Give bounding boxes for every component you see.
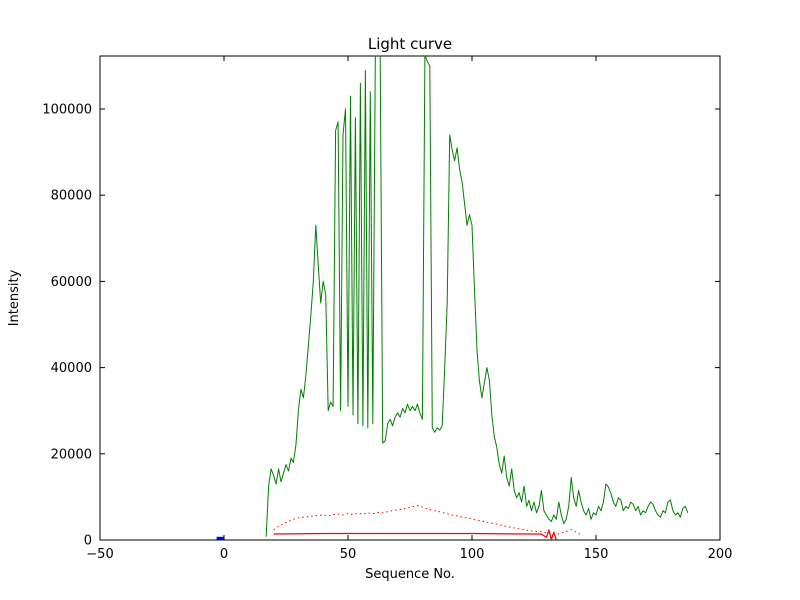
y-tick-label: 60000	[51, 275, 92, 290]
x-tick-label: 0	[220, 547, 228, 562]
series-line-main-intensity-green	[265, 56, 689, 537]
x-tick-label: 100	[460, 547, 485, 562]
x-tick-label: 200	[708, 547, 733, 562]
y-tick-label: 100000	[42, 103, 92, 118]
tick-labels: −50 0 50 100 150 2000200004000060000800001000…	[42, 103, 732, 562]
series-line-secondary-intensity-red-dotted	[273, 505, 582, 536]
x-axis-label: Sequence No.	[365, 567, 455, 582]
y-axis-label: Intensity	[7, 269, 22, 326]
y-tick-label: 40000	[51, 361, 92, 376]
chart-title: Light curve	[368, 35, 452, 53]
y-tick-label: 20000	[51, 447, 92, 462]
tick-marks	[99, 56, 721, 541]
y-tick-label: 0	[84, 534, 92, 549]
series-lines	[216, 56, 689, 540]
x-tick-label: 50	[340, 547, 357, 562]
series-line-baseline-red-solid	[273, 529, 557, 540]
x-tick-label: 150	[584, 547, 609, 562]
x-tick-label: −50	[86, 547, 113, 562]
y-tick-label: 80000	[51, 189, 92, 204]
plot-area	[99, 55, 721, 541]
